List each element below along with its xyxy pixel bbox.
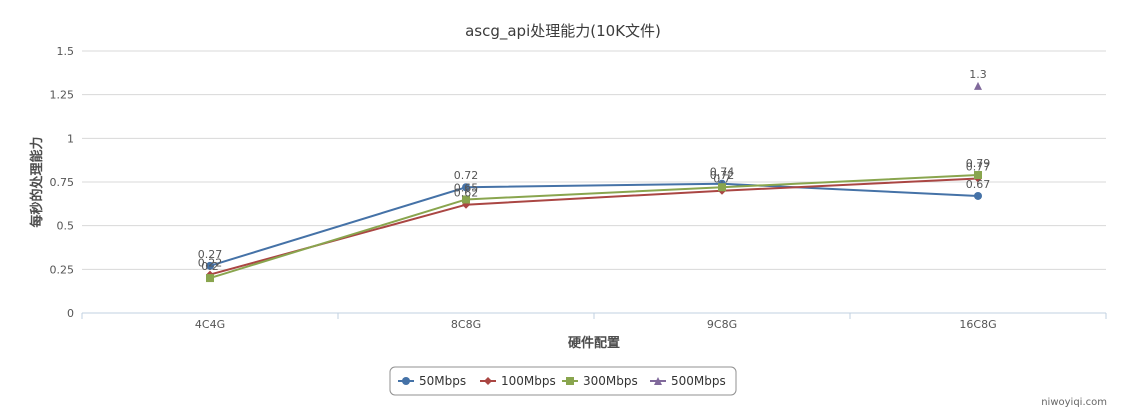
- legend-label: 300Mbps: [583, 374, 638, 388]
- data-label: 1.3: [969, 68, 987, 81]
- legend-marker: [566, 377, 574, 385]
- y-tick-label: 1: [67, 132, 74, 145]
- data-label: 0.72: [710, 169, 735, 182]
- series-line: [209, 182, 979, 267]
- y-tick-label: 1.25: [50, 89, 75, 102]
- series-500Mbps: [974, 81, 982, 90]
- y-tick-label: 0.5: [57, 220, 75, 233]
- data-point: [974, 191, 982, 200]
- y-tick-label: 0.75: [50, 176, 75, 189]
- x-tick-label: 8C8G: [451, 318, 481, 331]
- series-line: [209, 174, 979, 280]
- x-tick-label: 4C4G: [195, 318, 225, 331]
- data-label: 0.77: [966, 161, 991, 174]
- data-label: 0.27: [198, 248, 223, 261]
- data-label: 0.7: [713, 173, 731, 186]
- data-point: [462, 183, 470, 192]
- legend-item: 500Mbps: [650, 374, 726, 388]
- y-tick-label: 1.5: [57, 45, 75, 58]
- legend-item: 100Mbps: [480, 374, 556, 388]
- legend-marker: [402, 377, 410, 385]
- y-tick-label: 0: [67, 307, 74, 320]
- legend-marker: [654, 377, 662, 385]
- data-label: 0.67: [966, 178, 991, 191]
- data-point: [462, 195, 470, 204]
- data-label: 0.72: [454, 169, 479, 182]
- legend-label: 500Mbps: [671, 374, 726, 388]
- legend-label: 100Mbps: [501, 374, 556, 388]
- data-point: [718, 183, 726, 192]
- data-label: 0.79: [966, 157, 991, 170]
- data-point: [974, 81, 982, 90]
- chart-title: ascg_api处理能力(10K文件): [465, 22, 661, 41]
- data-point: [974, 171, 982, 180]
- legend: 50Mbps 100Mbps 300Mbps 500Mbps: [389, 366, 737, 396]
- data-label: 0.65: [454, 181, 479, 194]
- y-tick-label: 0.25: [50, 263, 75, 276]
- y-axis-title: 每秒的处理能力: [29, 136, 45, 227]
- series-300Mbps: [206, 171, 982, 283]
- x-axis-title: 硬件配置: [568, 335, 620, 351]
- watermark: niwoyiqi.com: [1041, 397, 1107, 407]
- data-label: 0.22: [198, 257, 223, 270]
- legend-marker: [484, 377, 492, 385]
- data-label: 0.62: [454, 187, 479, 200]
- legend-item: 50Mbps: [398, 374, 466, 388]
- data-point: [206, 274, 214, 283]
- legend-label: 50Mbps: [419, 374, 466, 388]
- data-label: 0.2: [201, 260, 219, 273]
- data-point: [206, 261, 214, 270]
- x-tick-label: 9C8G: [707, 318, 737, 331]
- data-label: 0.74: [710, 166, 735, 179]
- x-tick-label: 16C8G: [959, 318, 996, 331]
- legend-item: 300Mbps: [562, 374, 638, 388]
